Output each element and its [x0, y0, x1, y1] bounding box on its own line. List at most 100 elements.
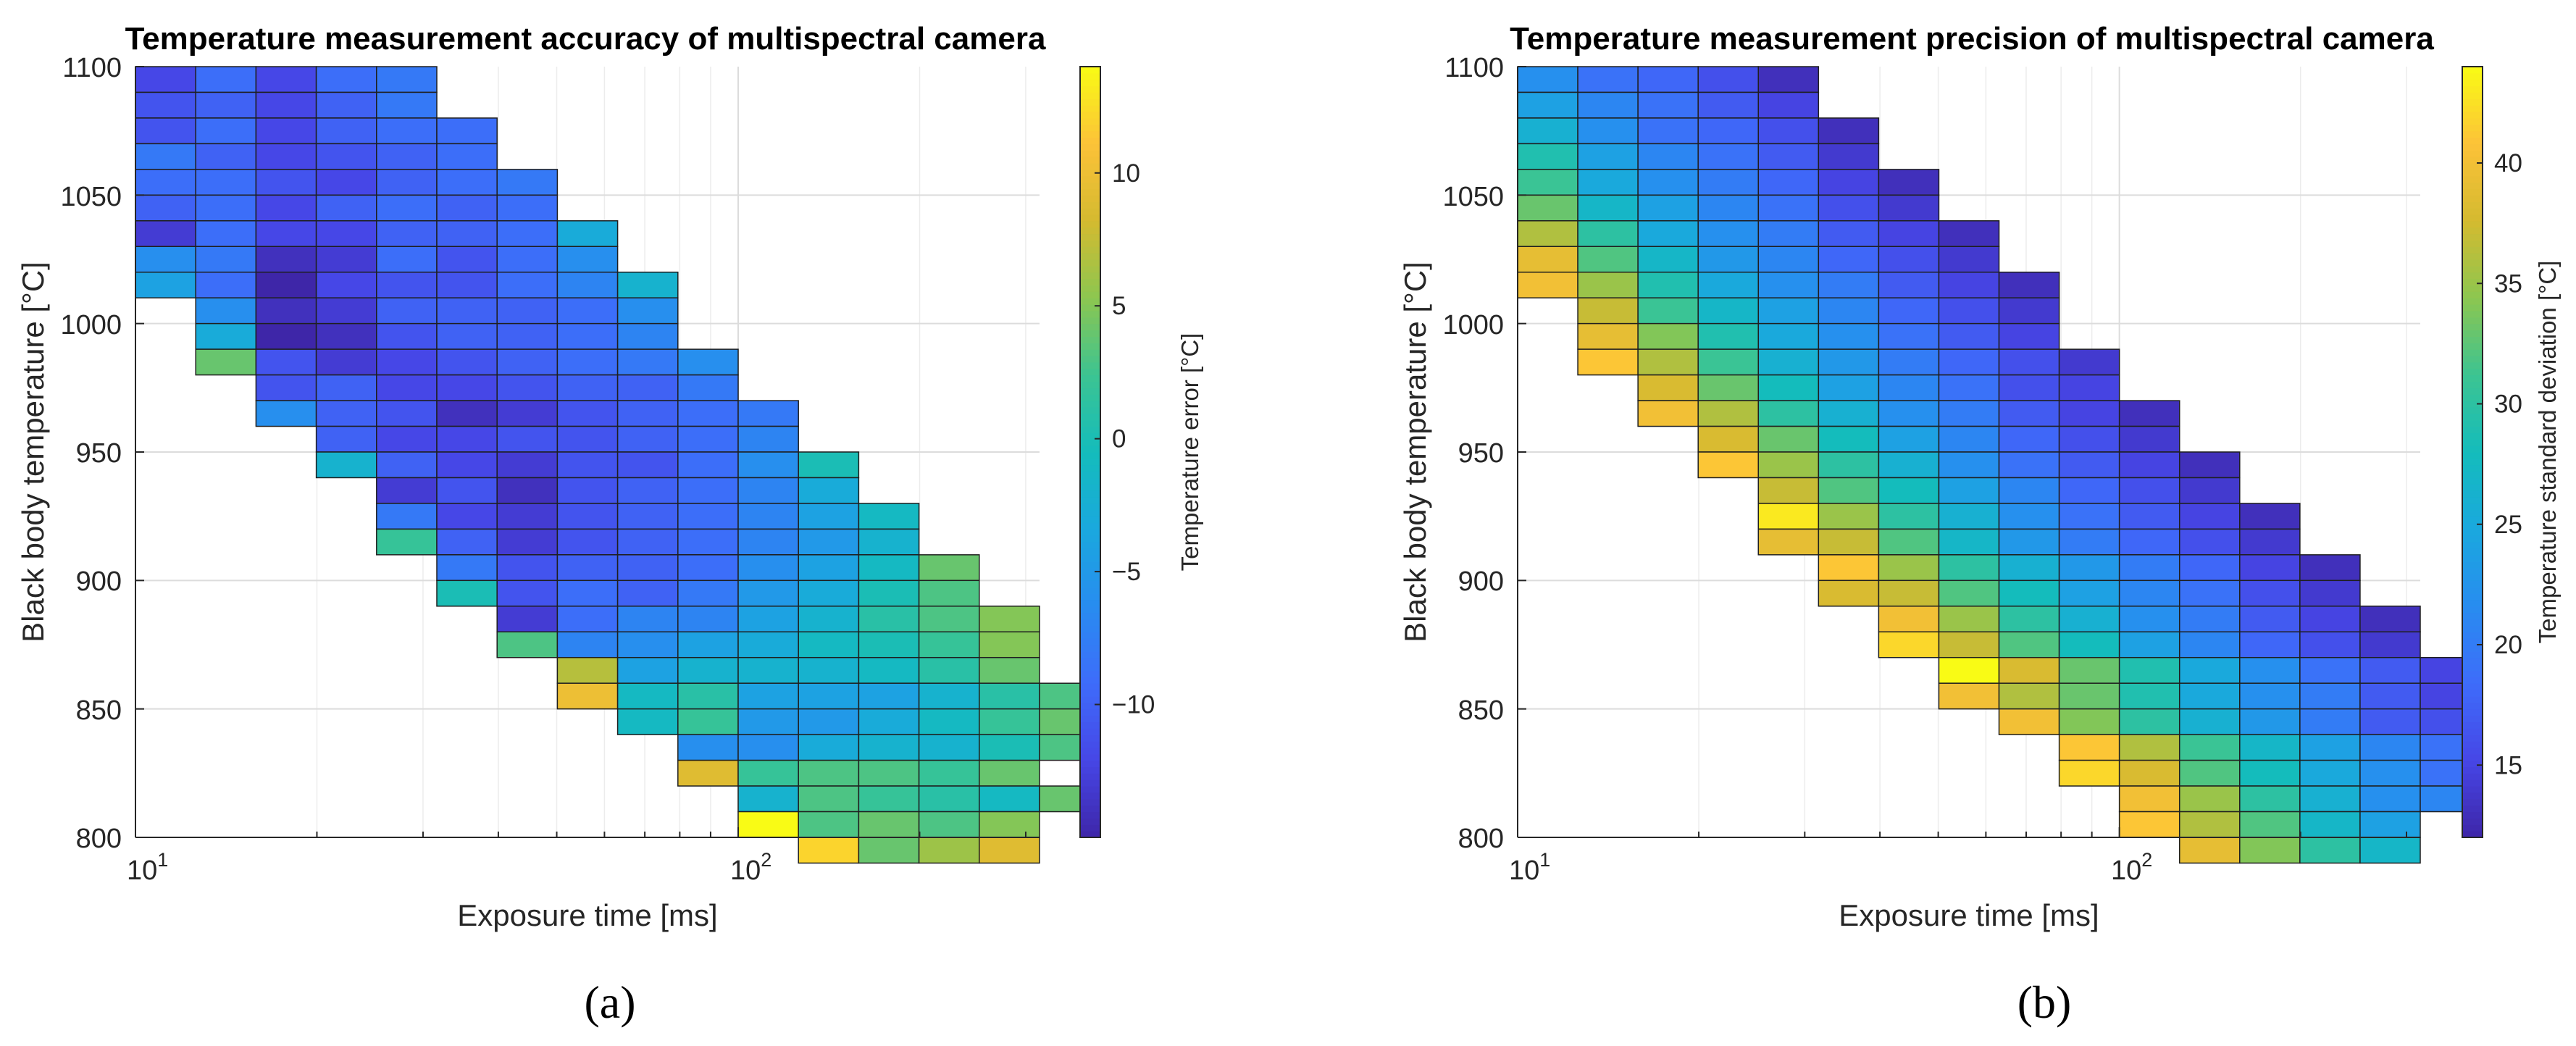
heatmap-cell — [255, 220, 317, 248]
heatmap-cell — [858, 580, 920, 607]
heatmap-cell — [496, 528, 559, 556]
colorbar-segment — [2462, 735, 2483, 742]
colorbar-segment — [2462, 163, 2483, 170]
colorbar-segment — [2462, 323, 2483, 331]
heatmap-cell — [2239, 528, 2301, 556]
heatmap-cell — [616, 682, 679, 710]
x-tick-base: 10 — [2111, 855, 2141, 886]
heatmap-cell — [918, 708, 980, 735]
heatmap-cell — [496, 606, 559, 633]
heatmap-cell — [376, 169, 438, 196]
heatmap-cell — [918, 734, 980, 761]
colorbar-segment — [2462, 375, 2483, 382]
colorbar-segment — [1080, 503, 1100, 511]
heatmap-cell — [737, 606, 799, 633]
heatmap-cell — [858, 656, 920, 684]
heatmap-cell — [1517, 91, 1578, 119]
heatmap-cell — [2058, 400, 2120, 427]
heatmap-cell — [1517, 143, 1578, 170]
heatmap-cell — [737, 759, 799, 787]
heatmap-cell — [1637, 220, 1699, 248]
colorbar-segment — [1080, 323, 1100, 331]
colorbar-segment — [2462, 105, 2483, 112]
colorbar-segment — [2462, 625, 2483, 632]
heatmap-cell — [979, 708, 1040, 735]
colorbar-segment — [1080, 246, 1100, 254]
heatmap-cell — [1757, 66, 1820, 93]
svg-text:102: 102 — [2111, 849, 2152, 886]
colorbar-segment — [2462, 426, 2483, 433]
heatmap-cell — [1998, 606, 2060, 633]
colorbar-segment — [1080, 818, 1100, 825]
heatmap-cell — [677, 451, 739, 479]
heatmap-cell — [1757, 322, 1820, 350]
heatmap-cell — [2118, 759, 2180, 787]
heatmap-cell — [798, 708, 860, 735]
colorbar-segment — [2462, 574, 2483, 581]
heatmap-cell — [2058, 656, 2120, 684]
heatmap-cell — [979, 606, 1040, 633]
colorbar-segment — [1080, 529, 1100, 536]
heatmap-cell — [1818, 169, 1880, 196]
colorbar-frame — [1079, 66, 1101, 838]
colorbar-segment — [2462, 497, 2483, 504]
heatmap-cell — [1577, 297, 1639, 325]
colorbar-segment — [1080, 516, 1100, 524]
colorbar-segment — [1080, 163, 1100, 170]
heatmap-cell — [496, 271, 559, 298]
heatmap-cell — [255, 322, 317, 350]
heatmap-cell — [1757, 374, 1820, 401]
heatmap-cell — [315, 322, 377, 350]
heatmap-cell — [315, 374, 377, 401]
heatmap-cell — [2058, 606, 2120, 633]
colorbar-segment — [1080, 265, 1100, 273]
heatmap-cell — [1818, 322, 1880, 350]
heatmap-cell — [315, 425, 377, 453]
heatmap-cell — [1938, 451, 2000, 479]
colorbar-segment — [2462, 593, 2483, 601]
heatmap-cell — [737, 400, 799, 427]
heatmap-cell — [2178, 708, 2241, 735]
heatmap-cell — [315, 348, 377, 376]
colorbar-segment — [2462, 381, 2483, 388]
heatmap-cell — [616, 271, 679, 298]
panel-label: (a) — [584, 976, 635, 1028]
heatmap-cell — [376, 246, 438, 273]
heatmap-cell — [2239, 503, 2301, 530]
colorbar-segment — [1080, 484, 1100, 491]
heatmap-cell — [918, 811, 980, 838]
heatmap-cell — [616, 631, 679, 658]
heatmap-cell — [1878, 451, 1940, 479]
colorbar-segment — [2462, 246, 2483, 254]
heatmap-cell — [2239, 682, 2301, 710]
heatmap-cell — [556, 348, 619, 376]
heatmap-cells — [1517, 66, 2481, 864]
heatmap-cell — [858, 503, 920, 530]
y-tick-label: 850 — [1458, 695, 1504, 726]
y-tick-label: 1100 — [62, 53, 122, 83]
heatmap-cell — [2118, 503, 2180, 530]
heatmap-cell — [2299, 606, 2361, 633]
heatmap-cell — [2299, 708, 2361, 735]
heatmap-cell — [918, 682, 980, 710]
heatmap-cell — [315, 271, 377, 298]
heatmap-cell — [2359, 734, 2421, 761]
heatmap-cell — [798, 837, 860, 864]
heatmap-cell — [496, 400, 559, 427]
heatmap-cell — [556, 528, 619, 556]
heatmap-cell — [737, 580, 799, 607]
colorbar-segment — [2462, 349, 2483, 356]
colorbar-segment — [1080, 741, 1100, 748]
heatmap-cell — [195, 194, 257, 222]
colorbar-segment — [1080, 375, 1100, 382]
heatmap-cell — [2299, 837, 2361, 864]
heatmap-cell — [255, 143, 317, 170]
heatmap-cell — [376, 374, 438, 401]
colorbar-segment — [2462, 542, 2483, 549]
heatmap-cell — [2239, 580, 2301, 607]
heatmap-cell — [436, 477, 498, 504]
colorbar-segment — [1080, 394, 1100, 401]
heatmap-cell — [1517, 117, 1578, 145]
heatmap-cell — [315, 220, 377, 248]
x-tick-base: 10 — [730, 855, 761, 886]
